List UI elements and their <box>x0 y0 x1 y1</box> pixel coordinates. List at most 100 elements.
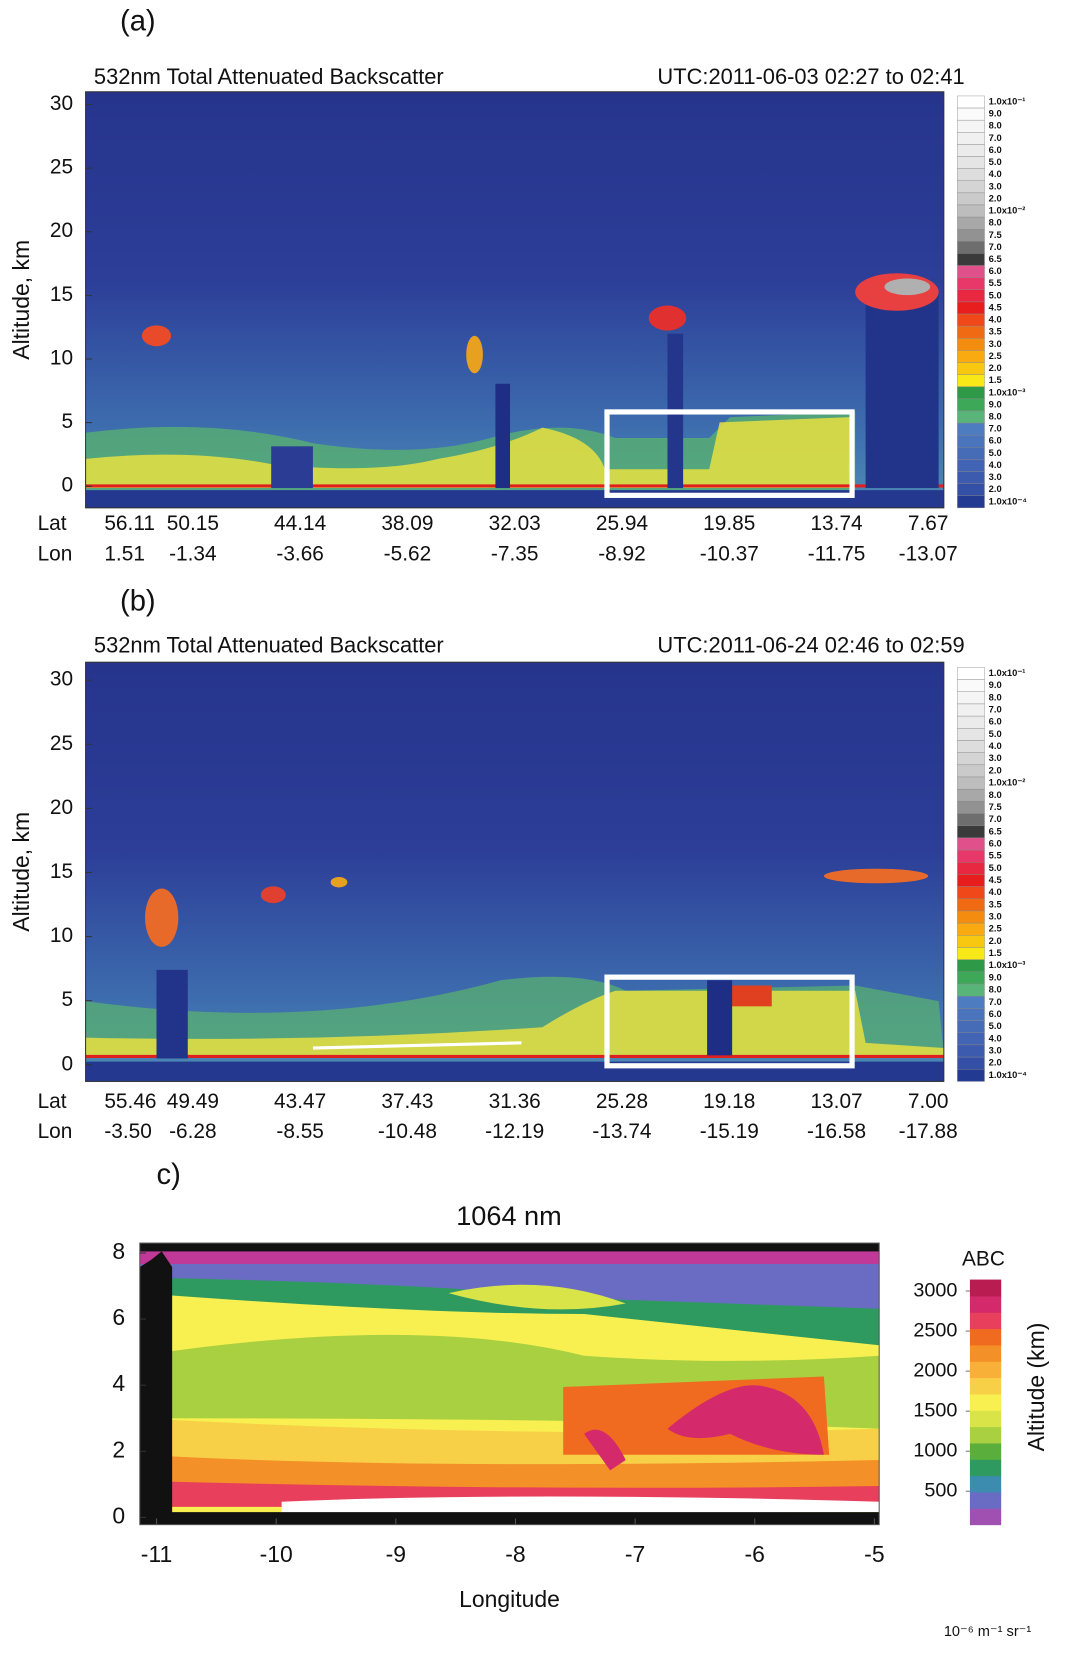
colorbar-swatch <box>957 837 985 851</box>
colorbar-swatch <box>957 471 985 484</box>
x-tick-label: 49.49 <box>167 1090 219 1113</box>
colorbar-label: 7.5 <box>989 802 1002 812</box>
colorbar-swatch <box>957 849 985 863</box>
colorbar-label: 7.0 <box>989 705 1002 715</box>
colorbar-swatch <box>957 398 985 412</box>
colorbar-label: 8.0 <box>989 121 1002 131</box>
colorbar-label: 3.0 <box>989 339 1002 349</box>
chart-title: 1064 nm <box>456 1200 562 1231</box>
x-tick-label: 31.36 <box>489 1090 541 1113</box>
colorbar-swatch <box>957 935 985 948</box>
colorbar-swatch <box>957 995 985 1009</box>
colorbar-swatch <box>957 265 985 278</box>
colorbar-swatch <box>957 216 985 230</box>
colorbar-swatch <box>957 301 985 315</box>
colorbar-swatch <box>957 119 985 133</box>
colorbar-swatch <box>969 1312 1002 1330</box>
colorbar-label: 6.0 <box>989 1009 1002 1019</box>
colorbar-label: 7.0 <box>989 814 1002 824</box>
colorbar-label: 7.0 <box>989 424 1002 434</box>
colorbar-label: 5.0 <box>989 448 1002 458</box>
colorbar-swatch <box>957 362 985 375</box>
colorbar-swatch <box>957 168 985 181</box>
colorbar-swatch <box>957 156 985 169</box>
x-tick-label: -3.50 <box>104 1120 152 1143</box>
y-tick-label: 5 <box>61 988 73 1011</box>
colorbar-units: 10⁻⁶ m⁻¹ sr⁻¹ <box>944 1624 1032 1640</box>
x-tick-label: 19.18 <box>703 1090 755 1113</box>
x-tick-label: -7.35 <box>491 542 539 565</box>
colorbar-label: 2.0 <box>989 765 1002 775</box>
colorbar-swatch <box>957 447 985 460</box>
colorbar-swatch <box>969 1459 1002 1477</box>
y-tick-label: 25 <box>50 732 73 755</box>
colorbar-swatch <box>957 922 985 936</box>
colorbar-swatch <box>957 813 985 826</box>
x-tick-label: -7 <box>625 1541 645 1567</box>
x-tick-label: -5 <box>864 1541 884 1567</box>
colorbar-label: 3.0 <box>989 753 1002 763</box>
colorbar-label: 1.0x10⁻³ <box>989 960 1026 970</box>
colorbar-swatch <box>957 289 985 303</box>
y-tick-label: 30 <box>50 668 73 691</box>
colorbar-label: 5.0 <box>989 1021 1002 1031</box>
colorbar-tick-label: 3000 <box>913 1279 957 1301</box>
x-tick-label: 13.07 <box>810 1090 862 1113</box>
colorbar-swatch <box>957 204 985 218</box>
colorbar-label: 4.0 <box>989 315 1002 325</box>
x-tick-label: -13.74 <box>592 1120 651 1143</box>
colorbar-swatch <box>957 386 985 400</box>
x-tick-label: 38.09 <box>381 512 433 535</box>
colorbar-swatch <box>969 1442 1002 1460</box>
x-tick-label: -6 <box>745 1541 765 1567</box>
x-tick-label: -12.19 <box>485 1120 544 1143</box>
colorbar-swatch <box>969 1393 1002 1411</box>
colorbar-swatch <box>957 728 985 741</box>
colorbar-label: 9.0 <box>989 399 1002 409</box>
colorbar-swatch <box>957 180 985 194</box>
colorbar-swatch <box>957 410 985 424</box>
chart-subtitle: UTC:2011-06-03 02:27 to 02:41 <box>657 64 964 89</box>
colorbar-label: 2.0 <box>989 936 1002 946</box>
colorbar-label: 5.0 <box>989 863 1002 873</box>
y-tick-label: 0 <box>61 474 73 497</box>
colorbar-swatch <box>957 776 985 790</box>
colorbar-label: 7.0 <box>989 242 1002 252</box>
colorbar-label: 1.0x10⁻⁴ <box>989 1070 1028 1080</box>
colorbar-label: 6.0 <box>989 717 1002 727</box>
colorbar-swatch <box>957 350 985 363</box>
y-tick-label: 20 <box>50 219 73 242</box>
colorbar-swatch <box>957 459 985 472</box>
colorbar-swatch <box>957 959 985 973</box>
colorbar-label: 4.0 <box>989 169 1002 179</box>
x-tick-label: 25.94 <box>596 512 648 535</box>
colorbar-label: 4.5 <box>989 875 1002 885</box>
colorbar-swatch <box>969 1475 1002 1493</box>
x-tick-label: 43.47 <box>274 1090 326 1113</box>
colorbar-label: 3.0 <box>989 1045 1002 1055</box>
colorbar-swatch <box>957 703 985 717</box>
backscatter-image <box>85 662 944 1082</box>
colorbar-label: 6.0 <box>989 145 1002 155</box>
colorbar-swatch <box>969 1344 1002 1362</box>
colorbar-swatch <box>957 667 985 680</box>
colorbar-label: 4.0 <box>989 741 1002 751</box>
panel-label: c) <box>156 1159 180 1191</box>
colorbar-label: 1.5 <box>989 948 1002 958</box>
y-axis-label: Altitude, km <box>8 812 34 932</box>
colorbar-swatch <box>957 740 985 753</box>
colorbar-swatch <box>957 971 985 985</box>
colorbar-swatch <box>957 95 985 109</box>
colorbar-label: 4.0 <box>989 1033 1002 1043</box>
colorbar-label: 8.0 <box>989 790 1002 800</box>
x-tick-label: -15.19 <box>700 1120 759 1143</box>
colorbar-label: 1.0x10⁻³ <box>989 387 1026 397</box>
x-tick-label: -10 <box>260 1541 293 1567</box>
colorbar-swatch <box>969 1410 1002 1428</box>
colorbar-swatch <box>969 1426 1002 1444</box>
colorbar-label: 2.5 <box>989 924 1002 934</box>
colorbar-label: 2.0 <box>989 363 1002 373</box>
y-tick-label: 10 <box>50 346 73 369</box>
y-tick-label: 0 <box>112 1502 125 1528</box>
